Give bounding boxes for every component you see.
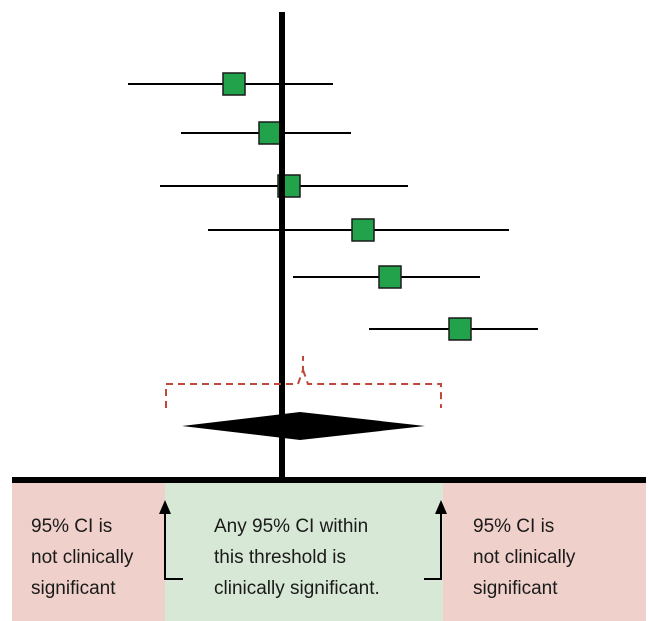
study-point-marker	[448, 317, 472, 341]
threshold-zone-background	[165, 480, 443, 621]
threshold-zone-line: Any 95% CI within	[214, 516, 369, 537]
left-zone-line: not clinically	[31, 547, 134, 568]
right-zone-line: significant	[473, 578, 558, 599]
left-threshold-arrow	[164, 512, 183, 580]
study-point-marker	[258, 121, 282, 145]
left-zone-line: 95% CI is	[31, 516, 113, 537]
study-rows	[128, 72, 538, 341]
right-zone-label: 95% CI is not clinically significant	[473, 511, 623, 604]
up-arrow-icon	[435, 500, 447, 514]
threshold-zone-line: clinically significant.	[214, 578, 380, 599]
study-point-marker	[222, 72, 246, 96]
threshold-zone-label: Any 95% CI within this threshold is clin…	[214, 511, 429, 604]
right-zone-background	[443, 480, 646, 621]
right-zone-line: not clinically	[473, 547, 576, 568]
study-point-marker	[351, 218, 375, 242]
right-zone-line: 95% CI is	[473, 516, 555, 537]
left-zone-line: significant	[31, 578, 116, 599]
study-point-marker	[378, 265, 402, 289]
left-zone-background	[12, 480, 165, 621]
left-zone-label: 95% CI is not clinically significant	[31, 511, 161, 604]
pooled-ci-bracket	[165, 356, 442, 408]
pooled-estimate-diamond	[182, 412, 425, 440]
threshold-zone-line: this threshold is	[214, 547, 347, 568]
right-threshold-arrow	[424, 512, 442, 580]
up-arrow-icon	[159, 500, 171, 514]
